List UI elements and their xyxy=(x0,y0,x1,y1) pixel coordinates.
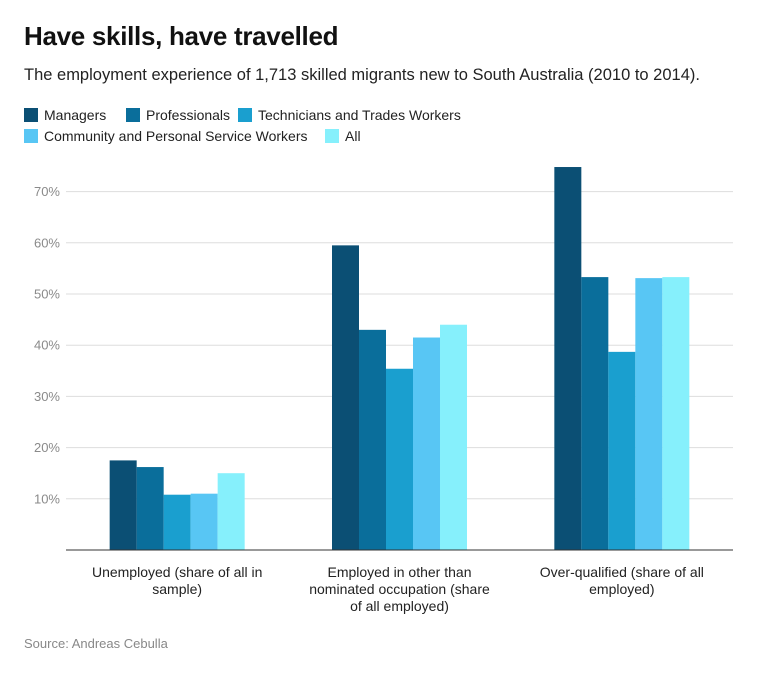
legend-label-community: Community and Personal Service Workers xyxy=(44,128,308,144)
legend-item-managers: Managers xyxy=(24,107,106,123)
bar-professionals-2 xyxy=(581,277,609,550)
x-category-label-0: Unemployed (share of all in sample) xyxy=(92,564,262,597)
legend-label-professionals: Professionals xyxy=(146,107,231,123)
legend-label-technicians: Technicians and Trades Workers xyxy=(258,107,461,123)
source-note: Source: Andreas Cebulla xyxy=(24,636,168,651)
bar-professionals-0 xyxy=(136,467,164,550)
legend-item-all: All xyxy=(325,128,361,144)
y-tick-label-50: 50% xyxy=(34,287,60,302)
legend-item-technicians: Technicians and Trades Workers xyxy=(238,107,461,123)
y-tick-label-10: 10% xyxy=(34,491,60,506)
legend-label-all: All xyxy=(345,128,361,144)
y-tick-label-20: 20% xyxy=(34,440,60,455)
bar-community-and-personal-service-workers-2 xyxy=(635,278,663,550)
legend-item-community: Community and Personal Service Workers xyxy=(24,128,308,144)
bar-managers-2 xyxy=(554,167,582,551)
bar-all-2 xyxy=(662,277,690,550)
bar-all-1 xyxy=(440,324,467,550)
legend-label-managers: Managers xyxy=(44,107,107,123)
bar-community-and-personal-service-workers-1 xyxy=(413,337,440,550)
y-tick-label-40: 40% xyxy=(34,338,60,353)
y-tick-label-30: 30% xyxy=(34,389,60,404)
y-tick-label-70: 70% xyxy=(34,184,60,199)
bar-managers-1 xyxy=(332,245,359,551)
legend-swatch-all xyxy=(325,129,339,143)
bar-managers-0 xyxy=(109,460,137,550)
legend-swatch-technicians xyxy=(238,108,252,122)
chart-title: Have skills, have travelled xyxy=(24,21,339,51)
bar-professionals-1 xyxy=(359,329,386,550)
legend-swatch-community xyxy=(24,129,38,143)
bar-technicians-and-trades-workers-0 xyxy=(163,494,191,550)
bar-technicians-and-trades-workers-1 xyxy=(386,368,413,550)
x-category-label-2: Over-qualified (share of all employed) xyxy=(540,564,704,597)
bar-technicians-and-trades-workers-2 xyxy=(608,351,636,550)
chart-subtitle: The employment experience of 1,713 skill… xyxy=(24,66,700,84)
legend-swatch-professionals xyxy=(126,108,140,122)
bar-community-and-personal-service-workers-0 xyxy=(190,493,218,550)
y-tick-label-60: 60% xyxy=(34,235,60,250)
legend-item-professionals: Professionals xyxy=(126,107,230,123)
bar-all-0 xyxy=(217,473,245,550)
x-category-label-1: Employed in other than nominated occupati… xyxy=(309,564,490,614)
legend-swatch-managers xyxy=(24,108,38,122)
